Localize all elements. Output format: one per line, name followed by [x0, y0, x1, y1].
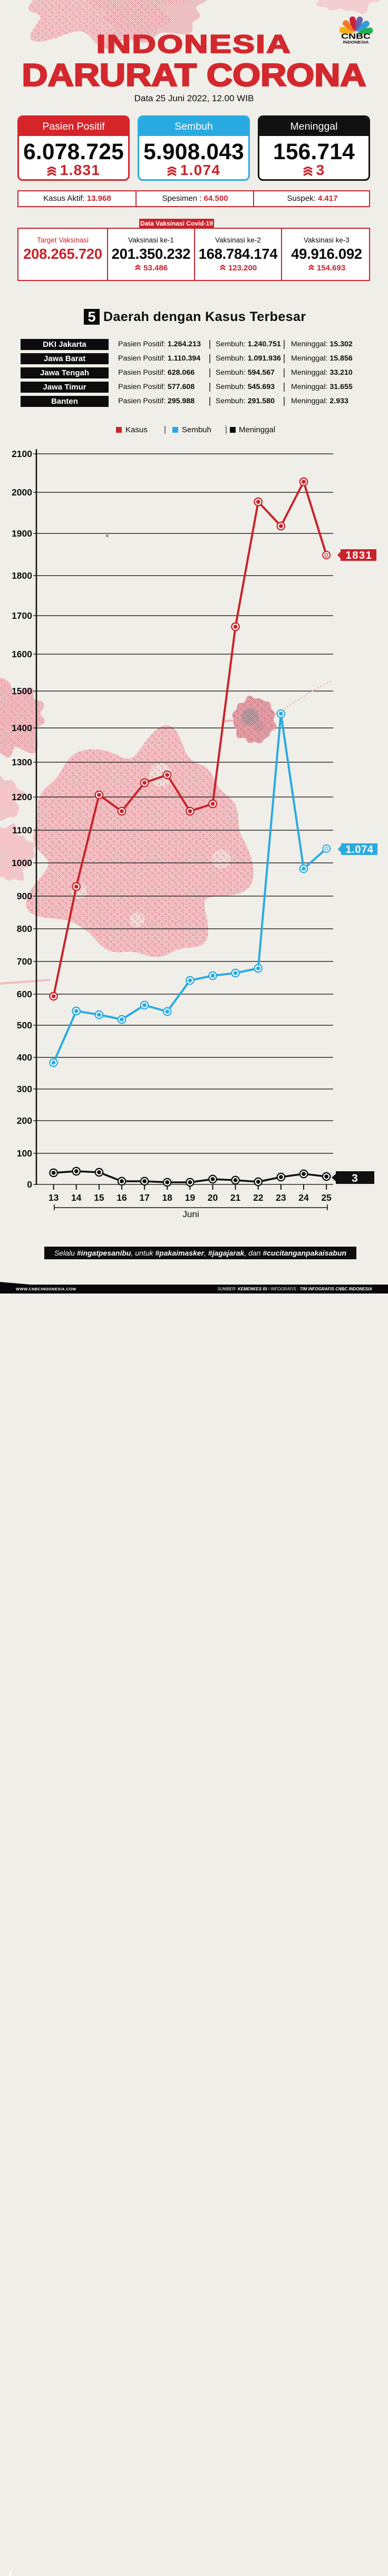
svg-text:INDONESIA: INDONESIA [343, 40, 369, 45]
svg-text:1831: 1831 [346, 550, 373, 561]
svg-text:900: 900 [17, 891, 32, 901]
svg-text:1600: 1600 [12, 649, 32, 659]
svg-text:24: 24 [298, 1192, 309, 1203]
svg-text:500: 500 [17, 1020, 32, 1031]
svg-text:1000: 1000 [12, 858, 32, 868]
svg-text:Juni: Juni [182, 1209, 199, 1219]
svg-text:19: 19 [185, 1192, 196, 1203]
svg-text:14: 14 [71, 1192, 82, 1203]
svg-text:22: 22 [253, 1192, 264, 1203]
svg-text:2000: 2000 [12, 487, 32, 498]
svg-text:13: 13 [48, 1192, 59, 1203]
svg-text:100: 100 [17, 1148, 32, 1159]
svg-text:200: 200 [17, 1115, 32, 1126]
svg-text:1100: 1100 [12, 825, 32, 835]
svg-text:0: 0 [27, 1179, 32, 1190]
svg-text:16: 16 [117, 1192, 127, 1203]
svg-text:700: 700 [17, 956, 32, 967]
svg-text:1900: 1900 [12, 528, 32, 539]
svg-text:15: 15 [94, 1192, 104, 1203]
svg-text:17: 17 [139, 1192, 149, 1203]
svg-text:300: 300 [17, 1084, 32, 1094]
svg-text:1500: 1500 [12, 686, 32, 696]
svg-text:600: 600 [17, 989, 32, 999]
svg-text:23: 23 [276, 1192, 286, 1203]
svg-text:1300: 1300 [12, 757, 32, 767]
svg-text:1.074: 1.074 [345, 844, 373, 856]
svg-text:1700: 1700 [12, 610, 32, 621]
svg-text:1800: 1800 [12, 570, 32, 581]
svg-text:18: 18 [162, 1192, 172, 1203]
svg-text:3: 3 [352, 1172, 358, 1184]
svg-text:20: 20 [208, 1192, 218, 1203]
svg-text:21: 21 [230, 1192, 241, 1203]
svg-text:800: 800 [17, 924, 32, 934]
svg-text:1200: 1200 [12, 792, 32, 802]
svg-text:25: 25 [321, 1192, 332, 1203]
svg-text:400: 400 [17, 1052, 32, 1063]
svg-text:1400: 1400 [12, 723, 32, 733]
svg-text:2100: 2100 [12, 449, 32, 459]
svg-text:CNBC: CNBC [341, 33, 371, 41]
